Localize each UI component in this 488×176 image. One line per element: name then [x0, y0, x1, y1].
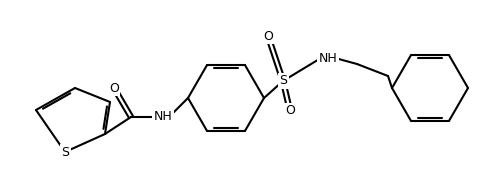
Text: NH: NH	[154, 111, 172, 124]
Text: S: S	[279, 74, 287, 87]
Text: O: O	[285, 105, 295, 118]
Text: S: S	[61, 146, 69, 159]
Text: NH: NH	[319, 52, 337, 64]
Text: O: O	[263, 30, 273, 42]
Text: O: O	[109, 81, 119, 95]
